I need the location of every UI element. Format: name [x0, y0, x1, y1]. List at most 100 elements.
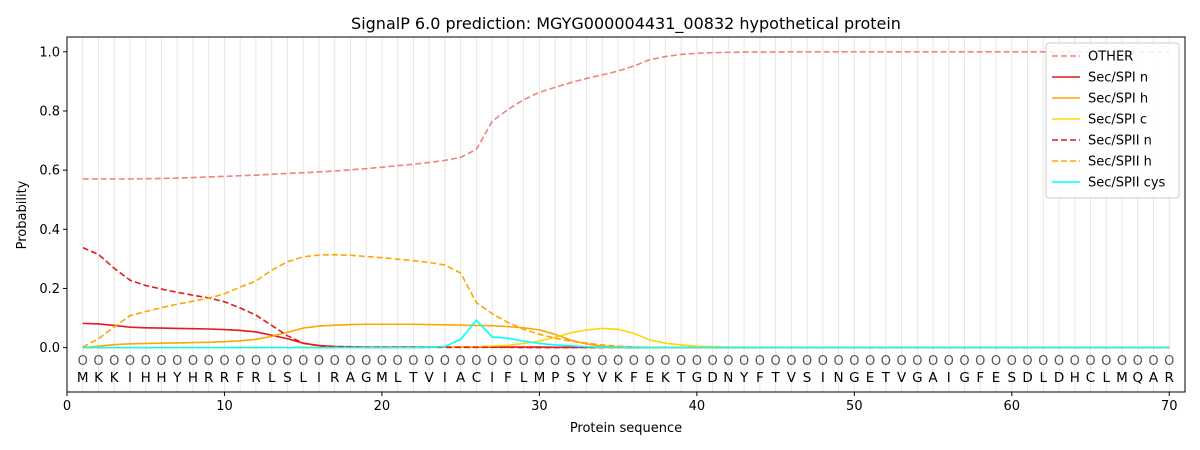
residue-marker-icon: O	[692, 354, 702, 369]
series-line-other	[82, 50, 1170, 180]
residue-label: E	[645, 370, 654, 386]
residue-label: I	[317, 370, 321, 386]
residue-label: D	[1022, 370, 1032, 386]
residue-label: N	[834, 370, 844, 386]
residue-label: T	[676, 370, 686, 386]
residue-label: F	[976, 370, 984, 386]
residue-marker-icon: O	[440, 354, 450, 369]
residue-label: K	[614, 370, 624, 386]
residue-label: S	[803, 370, 812, 386]
residue-label: Y	[172, 370, 182, 386]
legend-label: OTHER	[1088, 50, 1133, 65]
residue-label: L	[520, 370, 528, 386]
residue-label: I	[128, 370, 132, 386]
residue-label: T	[408, 370, 418, 386]
residue-label: A	[928, 370, 938, 386]
residue-marker-icon: O	[361, 354, 371, 369]
residue-label: M	[77, 370, 89, 386]
residue-label: Y	[739, 370, 749, 386]
residue-label: L	[394, 370, 402, 386]
legend: OTHER Sec/SPI n Sec/SPI h Sec/SPI c Sec/SPII…	[1045, 42, 1180, 199]
residue-label: Y	[582, 370, 592, 386]
residue-marker-icon: O	[78, 354, 88, 369]
x-tick-label: 40	[689, 399, 706, 414]
residue-label: H	[156, 370, 166, 386]
residue-marker-icon: O	[314, 354, 324, 369]
residue-marker-icon: O	[1038, 354, 1048, 369]
residue-marker-icon: O	[109, 354, 119, 369]
residue-marker-icon: O	[550, 354, 560, 369]
y-axis-label: Probability	[15, 180, 30, 249]
residue-marker-icon: O	[802, 354, 812, 369]
residue-label: A	[346, 370, 356, 386]
residue-label: G	[849, 370, 859, 386]
residue-label: H	[188, 370, 198, 386]
residue-marker-icon: O	[833, 354, 843, 369]
residue-marker-icon: O	[566, 354, 576, 369]
y-tick-label: 0.4	[39, 223, 60, 238]
residue-label: G	[912, 370, 922, 386]
residue-marker-icon: O	[408, 354, 418, 369]
residue-label: G	[692, 370, 702, 386]
residue-label: L	[1040, 370, 1048, 386]
residue-marker-icon: O	[235, 354, 245, 369]
residue-label: R	[204, 370, 213, 386]
residue-label: D	[1054, 370, 1064, 386]
residue-label: R	[330, 370, 339, 386]
residue-marker-icon: O	[881, 354, 891, 369]
residue-label: D	[707, 370, 717, 386]
residue-marker-icon: O	[156, 354, 166, 369]
residue-label: Q	[1132, 370, 1143, 386]
residue-label: R	[251, 370, 260, 386]
residue-marker-icon: O	[141, 354, 151, 369]
residue-label: T	[770, 370, 780, 386]
residue-marker-icon: O	[1054, 354, 1064, 369]
residue-label: M	[534, 370, 546, 386]
residue-marker-icon: O	[645, 354, 655, 369]
residue-marker-icon: O	[991, 354, 1001, 369]
residue-marker-icon: O	[1085, 354, 1095, 369]
residue-marker-icon: O	[503, 354, 513, 369]
legend-label: Sec/SPII n	[1088, 134, 1152, 149]
residue-label: E	[866, 370, 875, 386]
y-tick-label: 0.0	[39, 341, 60, 356]
residue-marker-icon: O	[660, 354, 670, 369]
residue-marker-icon: O	[456, 354, 466, 369]
residue-marker-icon: O	[1148, 354, 1158, 369]
residue-marker-icon: O	[534, 354, 544, 369]
residue-label: V	[425, 370, 435, 386]
residue-marker-icon: O	[172, 354, 182, 369]
series-layer	[82, 50, 1170, 349]
residue-label: V	[787, 370, 797, 386]
residue-label: S	[1007, 370, 1016, 386]
legend-label: Sec/SPII h	[1088, 155, 1152, 170]
residue-label: G	[361, 370, 371, 386]
residue-marker-icon: O	[944, 354, 954, 369]
residue-marker-icon: O	[582, 354, 592, 369]
residue-marker-icon: O	[487, 354, 497, 369]
residue-label: I	[490, 370, 494, 386]
residue-label: T	[881, 370, 891, 386]
x-tick-label: 70	[1161, 399, 1178, 414]
residue-label: F	[504, 370, 512, 386]
legend-label: Sec/SPI c	[1088, 113, 1147, 128]
residue-marker-icon: O	[928, 354, 938, 369]
y-tick-label: 0.8	[39, 104, 60, 119]
residue-marker-icon: O	[597, 354, 607, 369]
residue-label: L	[268, 370, 276, 386]
x-tick-label: 30	[531, 399, 548, 414]
residue-marker-icon: O	[1070, 354, 1080, 369]
residue-label: C	[1086, 370, 1095, 386]
residue-marker-icon: O	[739, 354, 749, 369]
residue-marker-icon: O	[204, 354, 214, 369]
residue-label: L	[1103, 370, 1111, 386]
residue-marker-icon: O	[298, 354, 308, 369]
residue-label: K	[94, 370, 104, 386]
residue-marker-icon: O	[393, 354, 403, 369]
residue-marker-icon: O	[330, 354, 340, 369]
residue-marker-icon: O	[849, 354, 859, 369]
residue-marker-icon: O	[896, 354, 906, 369]
residue-label: M	[1116, 370, 1128, 386]
plot-frame	[66, 36, 1186, 393]
